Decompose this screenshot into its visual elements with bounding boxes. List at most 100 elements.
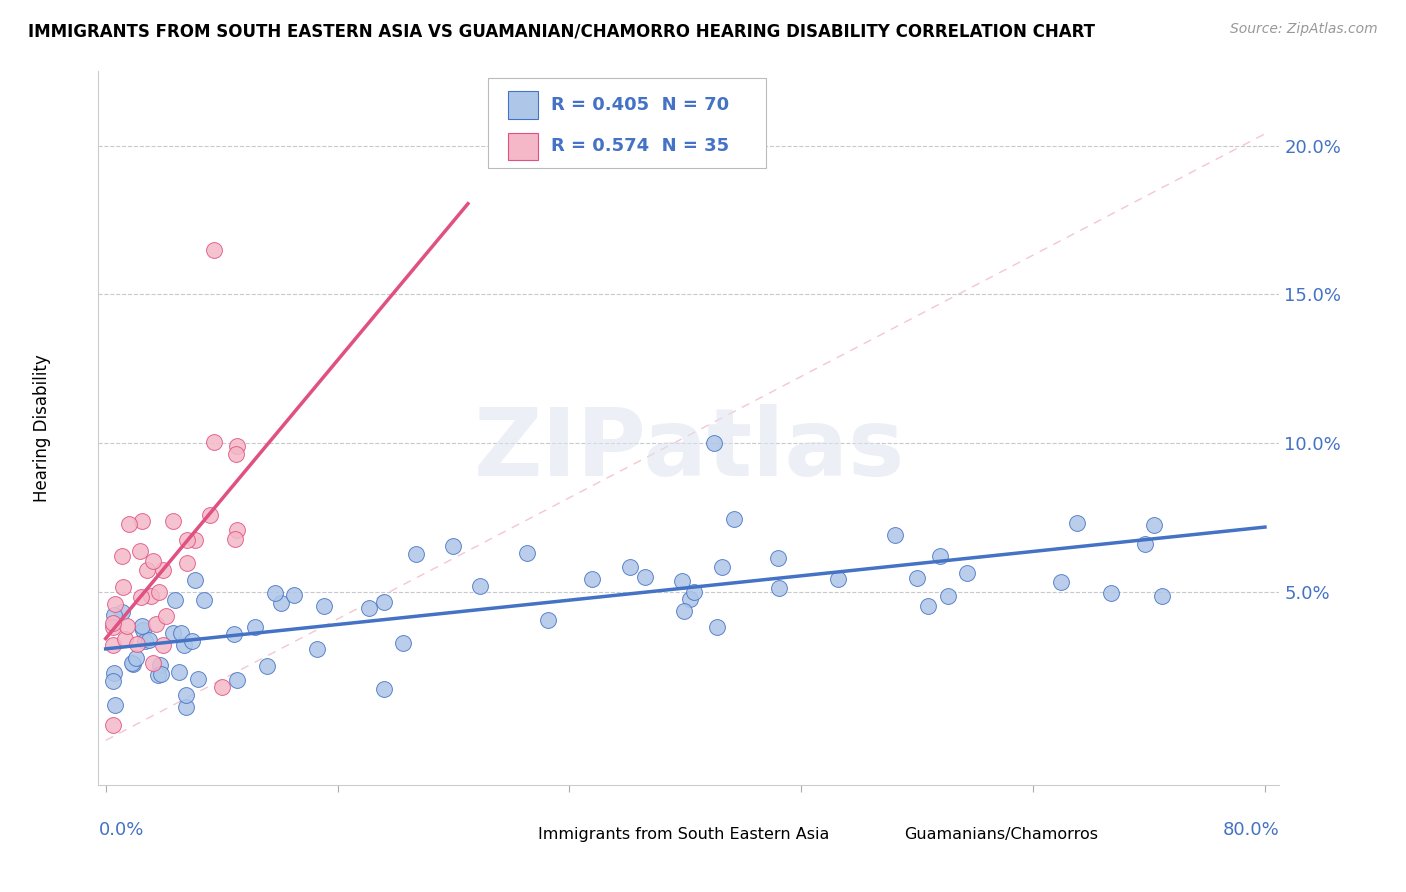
Text: R = 0.405  N = 70: R = 0.405 N = 70 (551, 96, 728, 114)
Point (114, 632, 136, 646)
Point (314, 599, 336, 614)
Point (468, 579, 491, 593)
Point (928, 549, 950, 564)
Text: 0.0%: 0.0% (98, 821, 143, 838)
Point (132, 623, 155, 637)
Point (1099, 586, 1122, 600)
Point (225, 439, 247, 453)
Point (703, 436, 725, 450)
Point (121, 657, 143, 671)
Point (148, 585, 170, 599)
Point (405, 547, 427, 561)
Point (917, 599, 939, 613)
Point (165, 593, 187, 607)
Point (125, 650, 148, 665)
Point (226, 673, 249, 688)
Point (938, 589, 960, 603)
Point (176, 533, 198, 548)
Point (131, 619, 153, 633)
Point (173, 638, 195, 652)
Text: IMMIGRANTS FROM SOUTH EASTERN ASIA VS GUAMANIAN/CHAMORRO HEARING DISABILITY CORR: IMMIGRANTS FROM SOUTH EASTERN ASIA VS GU… (28, 22, 1095, 40)
Point (682, 584, 704, 599)
FancyBboxPatch shape (508, 92, 537, 119)
Point (211, 680, 233, 694)
FancyBboxPatch shape (508, 133, 537, 160)
Point (111, 549, 134, 564)
Point (1150, 589, 1173, 603)
Point (723, 512, 745, 526)
Point (174, 700, 197, 714)
Point (222, 626, 245, 640)
Point (138, 632, 160, 647)
Text: Guamanians/Chamorros: Guamanians/Chamorros (904, 828, 1098, 842)
Point (103, 608, 125, 623)
Point (711, 560, 734, 574)
Point (142, 554, 165, 568)
Point (768, 581, 790, 595)
Point (187, 672, 209, 686)
Point (101, 673, 124, 688)
Point (305, 642, 328, 657)
Point (1049, 574, 1071, 589)
Point (111, 580, 134, 594)
Point (174, 689, 197, 703)
Point (101, 639, 124, 653)
Point (264, 586, 287, 600)
Point (679, 592, 702, 607)
Point (193, 593, 215, 607)
Point (204, 435, 226, 450)
Point (176, 557, 198, 571)
Point (128, 543, 150, 558)
Text: Immigrants from South Eastern Asia: Immigrants from South Eastern Asia (537, 828, 830, 842)
Point (537, 613, 560, 627)
Point (111, 605, 134, 619)
FancyBboxPatch shape (866, 823, 891, 847)
Point (127, 637, 149, 651)
Point (101, 718, 124, 732)
FancyBboxPatch shape (501, 823, 526, 847)
Point (148, 667, 170, 681)
Point (359, 601, 381, 615)
Point (373, 682, 395, 697)
Point (270, 597, 292, 611)
Point (104, 698, 127, 712)
Point (225, 447, 247, 461)
Point (224, 532, 246, 546)
Point (243, 620, 266, 634)
Point (706, 619, 728, 633)
Point (162, 626, 184, 640)
Point (184, 533, 207, 548)
Point (619, 560, 641, 574)
Point (581, 572, 603, 586)
Point (155, 609, 177, 624)
Point (152, 638, 174, 652)
Point (129, 590, 152, 604)
Point (905, 571, 928, 585)
Point (118, 516, 141, 531)
Point (202, 243, 225, 257)
Point (152, 562, 174, 576)
Point (103, 666, 125, 681)
Point (104, 597, 127, 611)
Point (1143, 518, 1166, 533)
Point (441, 539, 464, 553)
Point (131, 514, 153, 528)
Point (634, 570, 657, 584)
Point (150, 666, 173, 681)
Point (283, 589, 305, 603)
FancyBboxPatch shape (488, 78, 766, 168)
Text: Hearing Disability: Hearing Disability (34, 354, 51, 502)
Point (827, 572, 849, 586)
Point (184, 573, 207, 587)
Point (122, 657, 145, 672)
Point (766, 551, 789, 566)
Point (256, 659, 278, 673)
Point (115, 619, 138, 633)
Point (200, 508, 222, 523)
Point (225, 523, 247, 537)
Point (392, 636, 415, 650)
Point (134, 634, 156, 648)
Point (142, 656, 165, 670)
Point (101, 620, 124, 634)
Point (956, 566, 979, 580)
